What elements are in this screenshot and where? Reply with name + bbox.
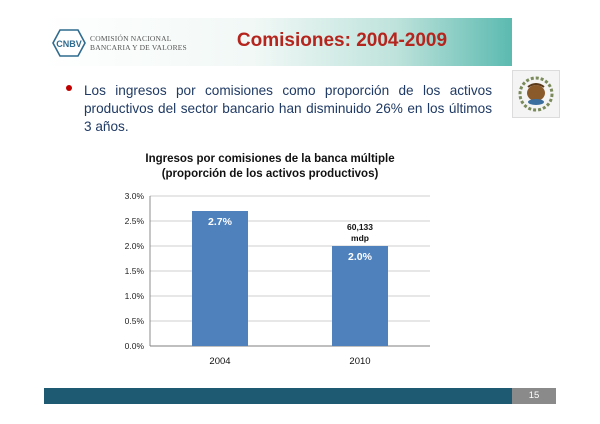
bullet-text: Los ingresos por comisiones como proporc… — [84, 83, 492, 134]
chart-title-line-2: (proporción de los activos productivos) — [161, 168, 379, 180]
logo-text: COMISIÓN NACIONAL BANCARIA Y DE VALORES — [90, 34, 187, 52]
bar-annotation-line-1: 60,133 — [347, 222, 373, 232]
bar-value-label: 2.0% — [348, 251, 373, 263]
bullet-dot-icon — [66, 85, 72, 91]
y-tick-label: 1.0% — [125, 291, 145, 301]
bar-2010 — [332, 246, 388, 346]
logo-line-2: BANCARIA Y DE VALORES — [90, 43, 187, 52]
bar-2004 — [192, 211, 248, 346]
cnbv-logo: CNBV COMISIÓN NACIONAL BANCARIA Y DE VAL… — [52, 26, 188, 60]
page-number: 15 — [512, 388, 556, 404]
bar-annotation-line-2: mdp — [351, 233, 369, 243]
y-tick-label: 2.5% — [125, 216, 145, 226]
cnbv-badge-icon: CNBV — [52, 29, 86, 57]
x-tick-label: 2004 — [209, 356, 230, 367]
logo-line-1: COMISIÓN NACIONAL — [90, 34, 172, 43]
bullet-point: Los ingresos por comisiones como proporc… — [66, 82, 492, 136]
x-tick-label: 2010 — [349, 356, 370, 367]
y-tick-label: 2.0% — [125, 241, 145, 251]
y-tick-label: 3.0% — [125, 191, 145, 201]
y-tick-label: 0.5% — [125, 316, 145, 326]
slide-title: Comisiones: 2004-2009 — [236, 30, 448, 51]
y-tick-label: 0.0% — [125, 341, 145, 351]
chart-title-line-1: Ingresos por comisiones de la banca múlt… — [145, 153, 395, 165]
bar-value-label: 2.7% — [208, 216, 233, 228]
footer-bar — [44, 388, 512, 404]
bar-chart: Ingresos por comisiones de la banca múlt… — [110, 150, 440, 375]
y-tick-label: 1.5% — [125, 266, 145, 276]
eagle-seal-icon — [518, 76, 554, 112]
header-band — [44, 18, 512, 66]
mexico-coat-of-arms — [512, 70, 560, 118]
chart-plot: 3.0% 2.5% 2.0% 1.5% 1.0% 0.5% 0.0% 2.7% 2004 2.0%… — [125, 191, 430, 367]
logo-abbr: CNBV — [56, 39, 82, 49]
